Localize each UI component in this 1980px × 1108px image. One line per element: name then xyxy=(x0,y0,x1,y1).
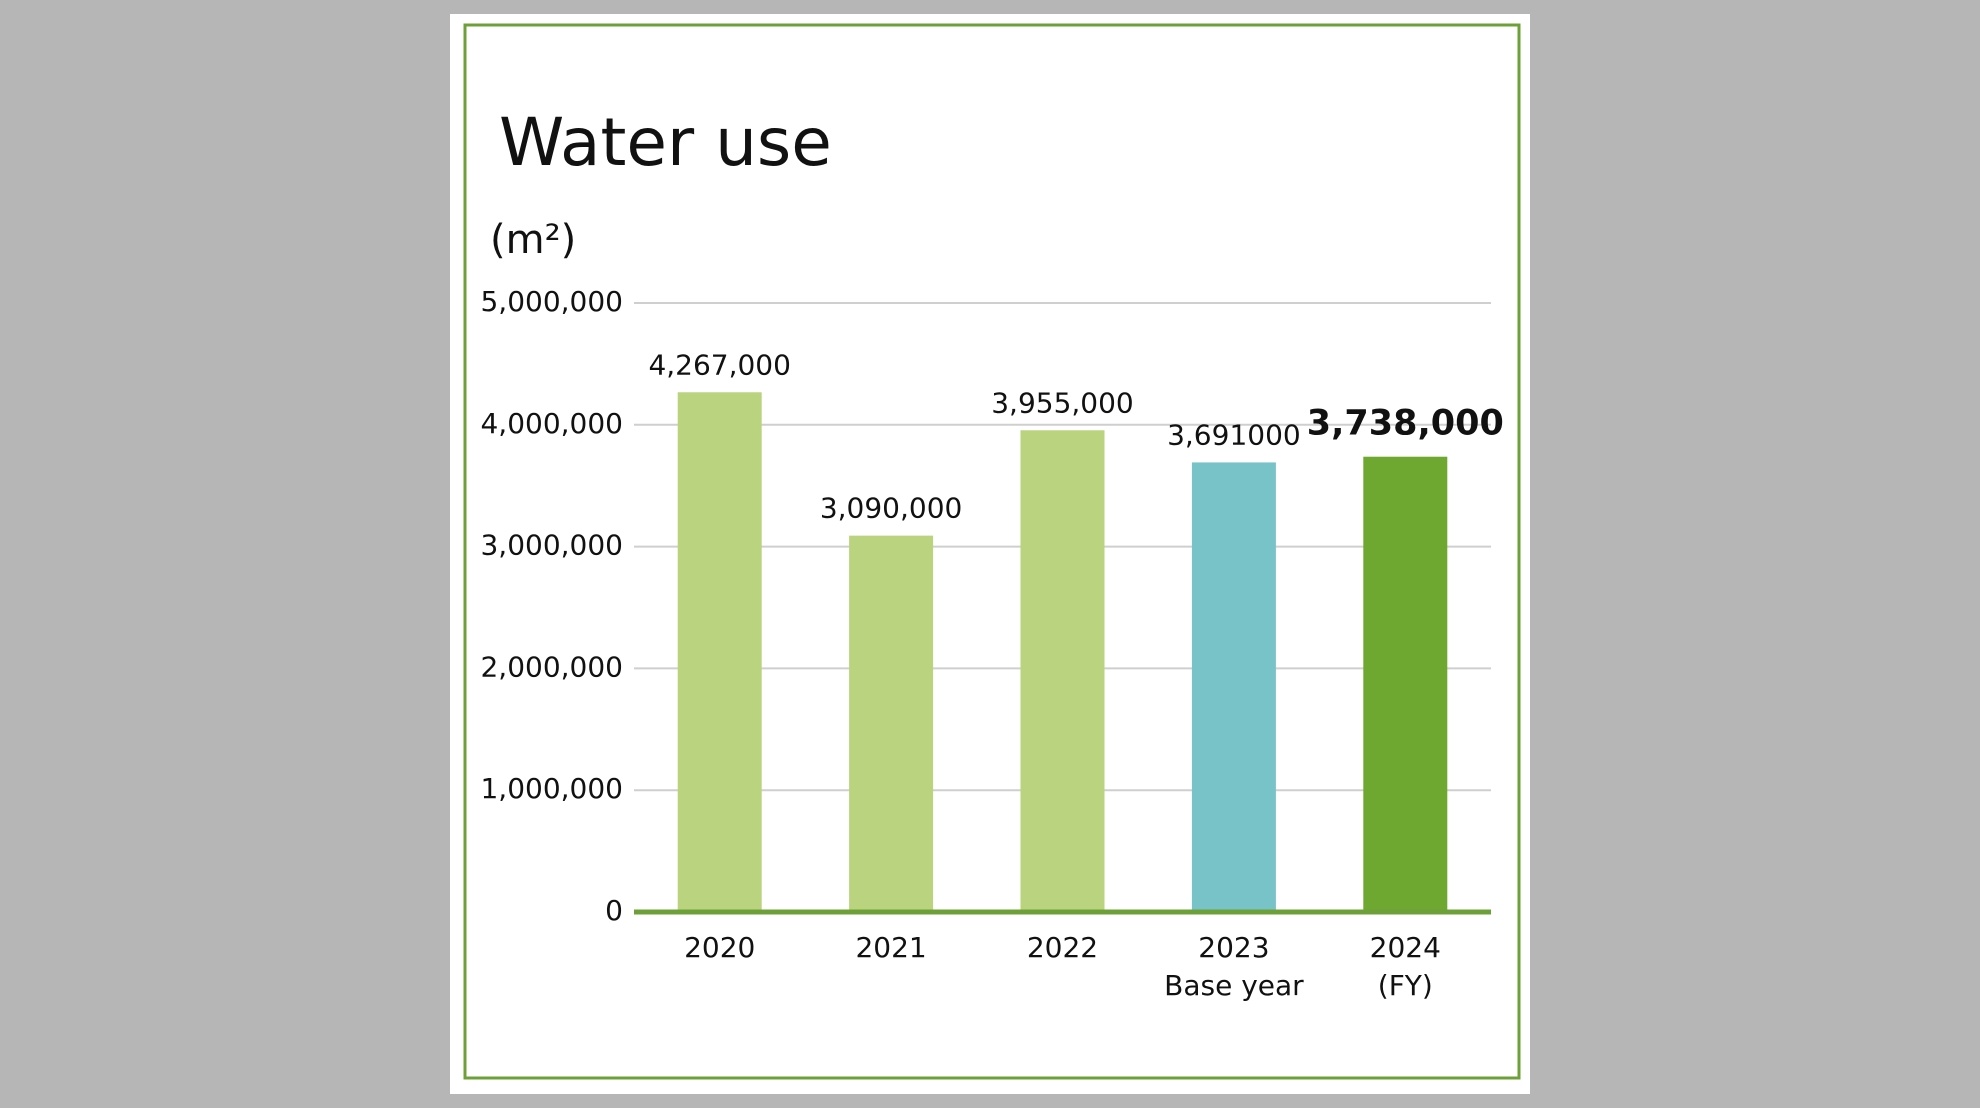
value-label: 4,267,000 xyxy=(648,348,791,381)
y-tick-label: 4,000,000 xyxy=(480,407,623,440)
chart-title: Water use xyxy=(499,104,832,181)
y-tick-label: 3,000,000 xyxy=(480,529,623,562)
y-tick-label: 5,000,000 xyxy=(480,285,623,318)
x-tick-sublabel: Base year xyxy=(1164,969,1304,1002)
bar xyxy=(1020,430,1105,912)
y-axis-label: (m²) xyxy=(490,217,576,263)
bar xyxy=(677,392,762,912)
x-axis-label: (FY) xyxy=(1378,969,1433,1002)
bar xyxy=(849,535,934,912)
y-tick-label: 1,000,000 xyxy=(480,772,623,805)
x-tick-label: 2021 xyxy=(855,931,926,964)
value-label: 3,955,000 xyxy=(991,386,1134,419)
x-tick-label: 2022 xyxy=(1027,931,1098,964)
y-tick-label: 2,000,000 xyxy=(480,650,623,683)
value-label: 3,691000 xyxy=(1167,418,1301,451)
x-tick-label: 2024 xyxy=(1370,931,1441,964)
y-tick-label: 0 xyxy=(605,894,623,927)
card-border xyxy=(463,23,1521,1080)
value-label: 3,738,000 xyxy=(1307,404,1504,444)
bar xyxy=(1363,456,1448,912)
x-tick-label: 2020 xyxy=(684,931,755,964)
value-label: 3,090,000 xyxy=(820,492,963,525)
x-tick-label: 2023 xyxy=(1198,931,1269,964)
bar xyxy=(1191,462,1276,912)
